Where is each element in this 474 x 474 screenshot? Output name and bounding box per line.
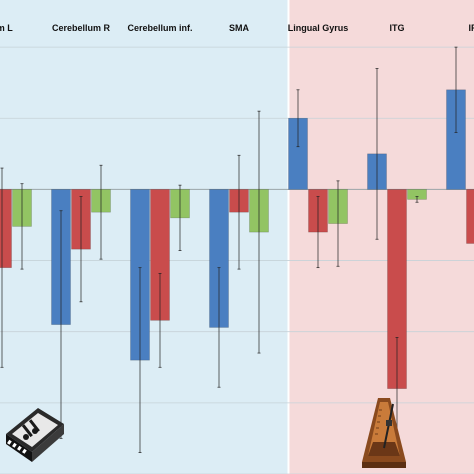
metronome-icon [362, 398, 406, 468]
category-label: IFG [469, 23, 474, 33]
category-labels: um L Cerebellum R Cerebellum inf. SMA Lingua… [0, 23, 474, 33]
bar [466, 189, 474, 244]
error-bars-layer [0, 46, 458, 454]
category-label: um L [0, 23, 13, 33]
background-panel-right [288, 0, 474, 474]
category-label: ITG [390, 23, 405, 33]
category-label: Lingual Gyrus [288, 23, 349, 33]
category-label: Cerebellum R [52, 23, 111, 33]
category-label: Cerebellum inf. [127, 23, 192, 33]
category-label: SMA [229, 23, 250, 33]
music-app-icon [6, 408, 64, 462]
